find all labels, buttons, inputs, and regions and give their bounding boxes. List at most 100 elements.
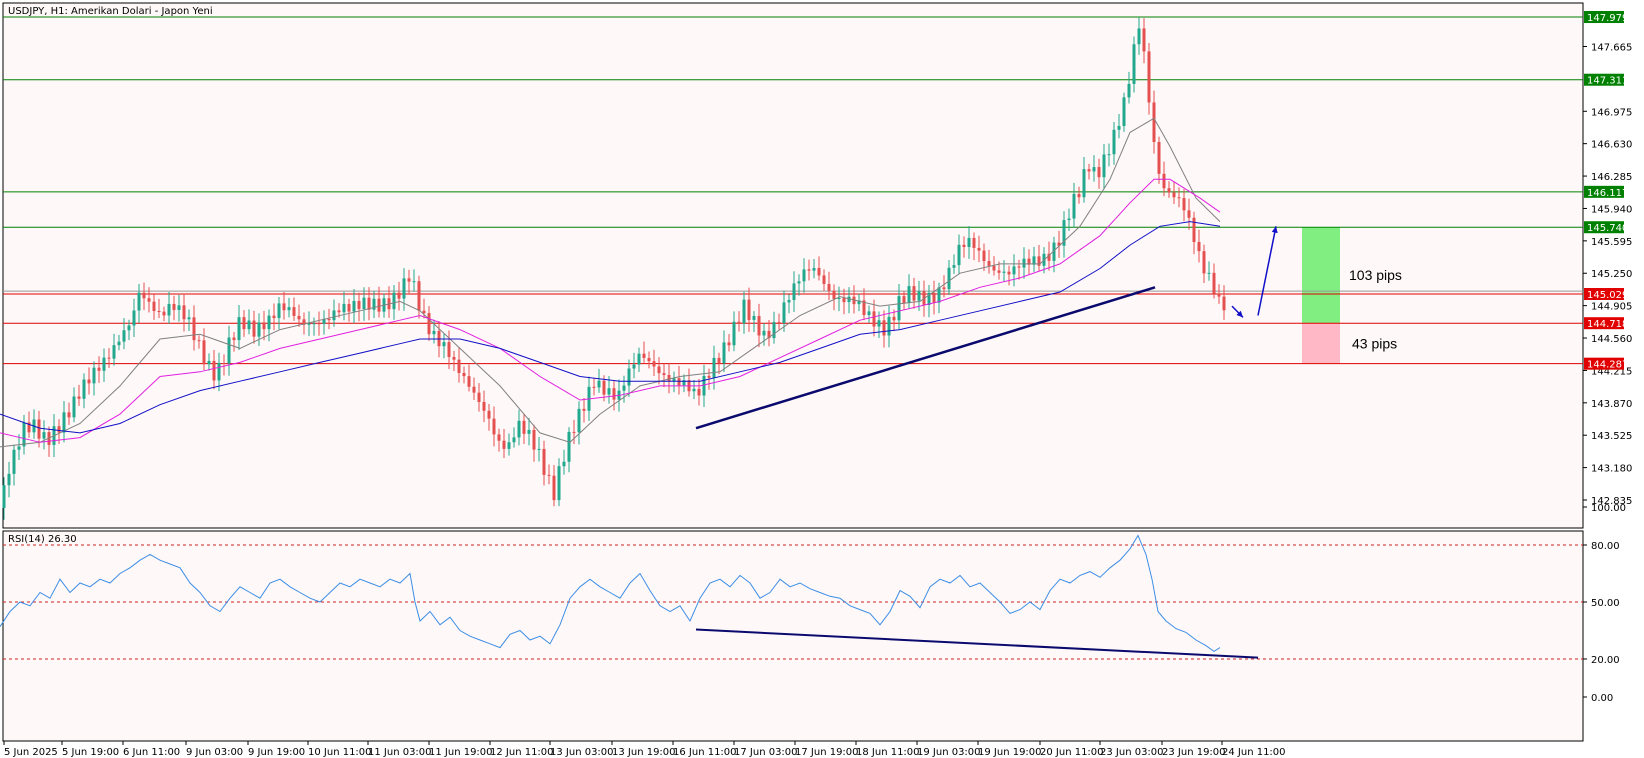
candle-body xyxy=(422,310,426,314)
candle-body xyxy=(647,357,651,362)
candle-body xyxy=(457,359,461,373)
candle-body xyxy=(207,360,211,365)
candle-body xyxy=(1072,193,1076,219)
candle-body xyxy=(502,440,506,449)
candle-body xyxy=(712,357,716,378)
candle-body xyxy=(557,466,561,501)
candle-body xyxy=(767,330,771,339)
candle-body xyxy=(222,362,226,364)
candle-body xyxy=(982,250,986,262)
level-tag-144.718 xyxy=(1584,317,1624,330)
candle-body xyxy=(637,353,641,365)
candle-body xyxy=(487,410,491,419)
candle-body xyxy=(87,379,91,384)
candle-body xyxy=(252,320,256,337)
time-tick-label: 20 Jun 11:00 xyxy=(1040,747,1104,758)
candle-body xyxy=(262,322,266,330)
price-tick-label: 146.630 xyxy=(1591,140,1632,151)
annotations xyxy=(695,226,1278,430)
candle-body xyxy=(567,431,571,462)
candle-body xyxy=(1162,173,1166,189)
rsi-panel[interactable] xyxy=(2,530,1584,742)
candle-body xyxy=(937,287,941,303)
candle-body xyxy=(892,316,896,321)
candle-body xyxy=(292,307,296,316)
candle-body xyxy=(872,311,876,327)
candle-body xyxy=(482,401,486,411)
candle-body xyxy=(1002,271,1006,273)
candle-body xyxy=(417,281,421,311)
candle-body xyxy=(917,291,921,301)
pip-zone-1 xyxy=(1302,227,1340,324)
time-tick-label: 9 Jun 19:00 xyxy=(248,747,305,758)
candle-body xyxy=(27,422,31,433)
arrow-2[interactable] xyxy=(1257,226,1277,316)
pip-zones: 103 pips 43 pips xyxy=(1302,227,1402,364)
price-tick-label: 143.525 xyxy=(1591,431,1632,442)
candle-body xyxy=(1147,51,1151,103)
candle-body xyxy=(777,322,781,324)
candle-body xyxy=(512,437,516,443)
candle-body xyxy=(532,429,536,450)
level-tag-text-147.311: 147.311 xyxy=(1587,76,1628,87)
candle-body xyxy=(67,412,71,418)
price-tick-label: 144.215 xyxy=(1591,366,1632,377)
candle-body xyxy=(462,372,466,377)
candle-body xyxy=(22,422,26,447)
candle-body xyxy=(682,380,686,386)
candle-body xyxy=(947,267,951,290)
time-tick-label: 11 Jun 03:00 xyxy=(368,747,432,758)
candle-body xyxy=(977,247,981,251)
candle-body xyxy=(352,300,356,312)
candle-body xyxy=(402,278,406,299)
candle-body xyxy=(1012,266,1016,275)
candle-body xyxy=(232,337,236,341)
price-panel[interactable] xyxy=(2,2,1584,529)
price-tick-label: 145.250 xyxy=(1591,269,1632,280)
candle-body xyxy=(37,419,41,439)
candle-body xyxy=(202,340,206,365)
candle-body xyxy=(1142,28,1146,52)
candle-body xyxy=(667,374,671,382)
candle-body xyxy=(427,313,431,335)
time-tick-label: 23 Jun 03:00 xyxy=(1100,747,1164,758)
candle-body xyxy=(372,298,376,310)
candle-body xyxy=(992,265,996,271)
rsi-tick-label: 50.00 xyxy=(1591,598,1620,609)
candle-body xyxy=(1117,125,1121,130)
rsi-trendline[interactable] xyxy=(695,628,1259,659)
level-tag-text-145.740: 145.740 xyxy=(1587,223,1628,234)
candle-body xyxy=(62,412,66,433)
time-axis: 5 Jun 2025 5 Jun 19:00 6 Jun 11:00 9 Jun 03… xyxy=(3,741,1286,758)
candle-body xyxy=(1222,296,1226,311)
candle-body xyxy=(477,392,481,402)
candle-body xyxy=(757,315,761,336)
candle-body xyxy=(837,298,841,300)
candle-body xyxy=(147,298,151,302)
candle-body xyxy=(77,396,81,399)
candle-body xyxy=(797,281,801,284)
candle-body xyxy=(1207,272,1211,274)
candle-body xyxy=(772,322,776,339)
candle-body xyxy=(942,287,946,290)
candle-body xyxy=(327,318,331,321)
candle-body xyxy=(72,396,76,418)
candle-body xyxy=(952,265,956,268)
candle-body xyxy=(1172,192,1176,198)
candle-body xyxy=(862,300,866,316)
time-tick-label: 5 Jun 2025 xyxy=(4,747,58,758)
price-tick-label: 147.665 xyxy=(1591,42,1632,53)
candle-body xyxy=(277,303,281,319)
candle-body xyxy=(162,311,166,316)
candle-body xyxy=(902,296,906,304)
candle-body xyxy=(672,378,676,382)
candle-body xyxy=(177,305,181,310)
candle-body xyxy=(82,379,86,399)
candle-body xyxy=(1047,253,1051,261)
candle-body xyxy=(857,300,861,305)
price-trendline[interactable] xyxy=(695,286,1156,430)
candle-body xyxy=(1007,271,1011,275)
candle-body xyxy=(832,290,836,300)
candle-body xyxy=(357,300,361,310)
